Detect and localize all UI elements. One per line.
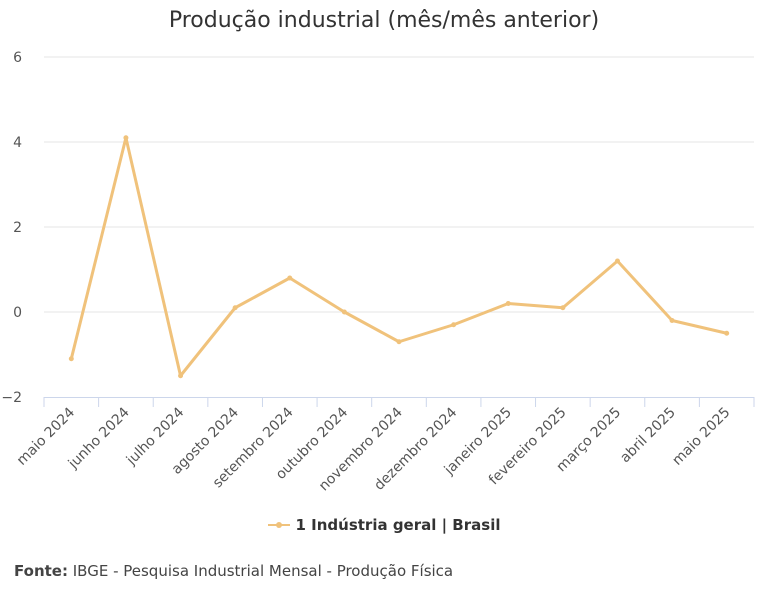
data-point: [68, 356, 74, 362]
data-point: [123, 135, 129, 141]
data-point: [287, 275, 293, 281]
data-point: [724, 330, 730, 336]
legend-label: 1 Indústria geral | Brasil: [295, 516, 501, 534]
data-point: [232, 305, 238, 311]
data-point: [560, 305, 566, 311]
legend-marker-icon: [267, 519, 290, 531]
legend[interactable]: 1 Indústria geral | Brasil: [0, 516, 768, 534]
source-label: Fonte:: [14, 562, 68, 580]
chart-title: Produção industrial (mês/mês anterior): [168, 8, 600, 33]
data-point: [669, 318, 675, 323]
data-point: [614, 258, 620, 264]
source-note: Fonte: IBGE - Pesquisa Industrial Mensal…: [14, 562, 453, 580]
data-point: [451, 322, 457, 328]
data-point: [341, 309, 347, 315]
y-tick-label: 0: [13, 305, 22, 321]
data-point: [505, 301, 511, 306]
source-text: IBGE - Pesquisa Industrial Mensal - Prod…: [72, 562, 454, 580]
data-point: [178, 373, 184, 379]
data-point: [396, 339, 402, 345]
y-tick-label: −2: [1, 390, 22, 406]
y-tick-label: 4: [13, 135, 22, 151]
y-tick-label: 2: [13, 220, 22, 236]
x-tick-label: maio 2025: [669, 405, 733, 469]
y-tick-label: 6: [13, 50, 22, 66]
